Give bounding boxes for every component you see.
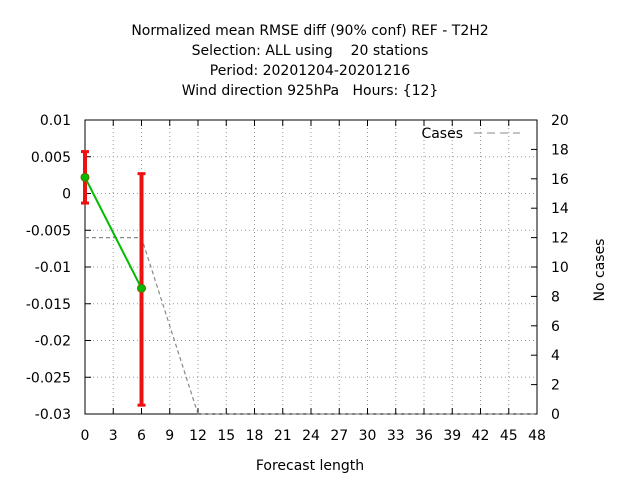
x-tick-label: 48	[528, 428, 546, 444]
y-right-tick-label: 4	[551, 348, 560, 364]
y-left-tick-label: -0.005	[26, 223, 71, 239]
data-point	[137, 283, 146, 293]
y-right-tick-label: 20	[551, 113, 569, 129]
y-left-tick-labels: 0.01 0.005 0 -0.005 -0.01 -0.015 -0.02 -0.025 -0…	[26, 113, 71, 423]
cases-line	[85, 237, 537, 415]
y-left-tick-label: 0	[62, 187, 71, 203]
x-tick-label: 30	[359, 428, 377, 444]
y-left-tick-label: -0.025	[26, 370, 71, 386]
y-right-tick-label: 18	[551, 142, 569, 158]
x-tick-label: 18	[246, 428, 264, 444]
rmse-series	[80, 172, 146, 293]
y-right-tick-label: 0	[551, 407, 560, 423]
y-right-tick-label: 12	[551, 231, 569, 247]
y-left-tick-label: 0.01	[40, 113, 71, 129]
x-tick-label: 27	[330, 428, 348, 444]
data-point	[80, 172, 90, 182]
x-tick-label: 6	[137, 428, 146, 444]
y-left-tick-label: -0.015	[26, 297, 71, 313]
x-tick-labels: 0 3 6 9 12 15 18 21 24 27 30 33 36 39 42 45 48	[81, 428, 546, 444]
x-tick-label: 33	[387, 428, 405, 444]
y-left-tick-label: -0.01	[35, 260, 71, 276]
x-tick-label: 39	[443, 428, 461, 444]
legend-label: Cases	[421, 126, 463, 142]
legend: Cases	[421, 126, 520, 142]
y-right-tick-label: 6	[551, 319, 560, 335]
x-tick-label: 45	[500, 428, 518, 444]
x-tick-label: 42	[472, 428, 490, 444]
title-line-2: Selection: ALL using 20 stations	[192, 43, 429, 59]
x-tick-label: 0	[81, 428, 90, 444]
y-right-axis-label: No cases	[592, 239, 608, 302]
x-tick-label: 24	[302, 428, 320, 444]
x-tick-label: 21	[274, 428, 292, 444]
rmse-line	[84, 176, 143, 289]
x-tick-label: 12	[189, 428, 207, 444]
x-tick-label: 3	[109, 428, 118, 444]
axes	[84, 119, 538, 415]
x-axis-label: Forecast length	[256, 458, 364, 474]
x-tick-label: 9	[165, 428, 174, 444]
y-right-tick-label: 14	[551, 201, 569, 217]
y-left-tick-label: -0.03	[35, 407, 71, 423]
y-right-tick-label: 16	[551, 172, 569, 188]
title-line-1: Normalized mean RMSE diff (90% conf) REF…	[131, 23, 488, 39]
y-left-tick-label: 0.005	[31, 150, 71, 166]
y-right-tick-label: 2	[551, 378, 560, 394]
y-right-tick-label: 10	[551, 260, 569, 276]
chart-title: Normalized mean RMSE diff (90% conf) REF…	[131, 23, 488, 99]
y-left-tick-label: -0.02	[35, 334, 71, 350]
plot-border	[84, 119, 538, 415]
title-line-3: Period: 20201204-20201216	[210, 63, 410, 79]
grid	[85, 120, 537, 414]
x-tick-label: 36	[415, 428, 433, 444]
x-tick-label: 15	[217, 428, 235, 444]
title-line-4: Wind direction 925hPa Hours: {12}	[182, 83, 439, 99]
cases-series	[85, 237, 537, 415]
y-right-tick-label: 8	[551, 289, 560, 305]
